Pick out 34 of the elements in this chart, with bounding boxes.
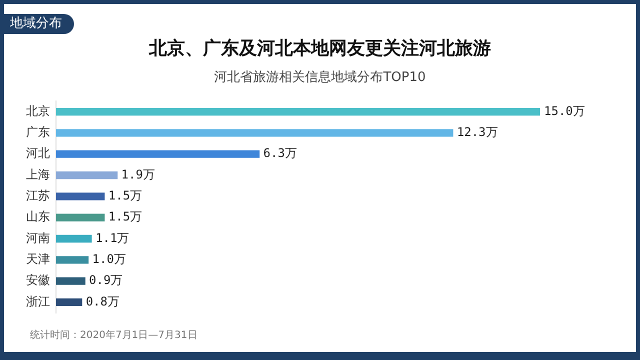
data-label: 1.5万 [108, 210, 142, 224]
text: 统计时间：2020年7月1日—7月31日 [30, 328, 198, 342]
data-label: 1.9万 [121, 167, 155, 182]
y-tick-label: 河北 [26, 146, 50, 160]
chart-subtitle: 河北省旅游相关信息地域分布TOP10 [213, 69, 427, 86]
bar [56, 192, 105, 200]
y-tick-label: 安徽 [26, 273, 50, 288]
bar [56, 171, 118, 180]
y-tick-label: 浙江 [26, 294, 50, 308]
bar [56, 150, 260, 158]
y-tick-label: 河南 [26, 230, 50, 245]
bar [56, 234, 92, 243]
text: 地域分布 [4, 14, 74, 34]
data-label: 15.0万 [544, 104, 585, 118]
bar [56, 277, 86, 285]
bar [56, 298, 82, 306]
y-tick-label: 上海 [26, 167, 50, 182]
data-label: 0.9万 [89, 273, 123, 288]
bar [56, 256, 89, 264]
data-label: 6.3万 [263, 146, 297, 160]
data-label: 0.8万 [86, 294, 120, 308]
bar [56, 108, 540, 116]
bar [56, 214, 105, 222]
y-tick-label: 广东 [26, 125, 50, 140]
y-tick-label: 山东 [26, 210, 50, 224]
chart-title: 北京、广东及河北本地网友更关注河北旅游 [148, 37, 492, 60]
data-label: 1.5万 [108, 188, 142, 203]
data-label: 1.1万 [95, 230, 130, 245]
data-label: 1.0万 [92, 252, 126, 266]
y-tick-label: 江苏 [26, 188, 50, 203]
y-tick-label: 天津 [26, 252, 50, 266]
y-tick-label: 北京 [26, 104, 50, 118]
bar [56, 129, 454, 137]
data-label: 12.3万 [456, 125, 498, 140]
